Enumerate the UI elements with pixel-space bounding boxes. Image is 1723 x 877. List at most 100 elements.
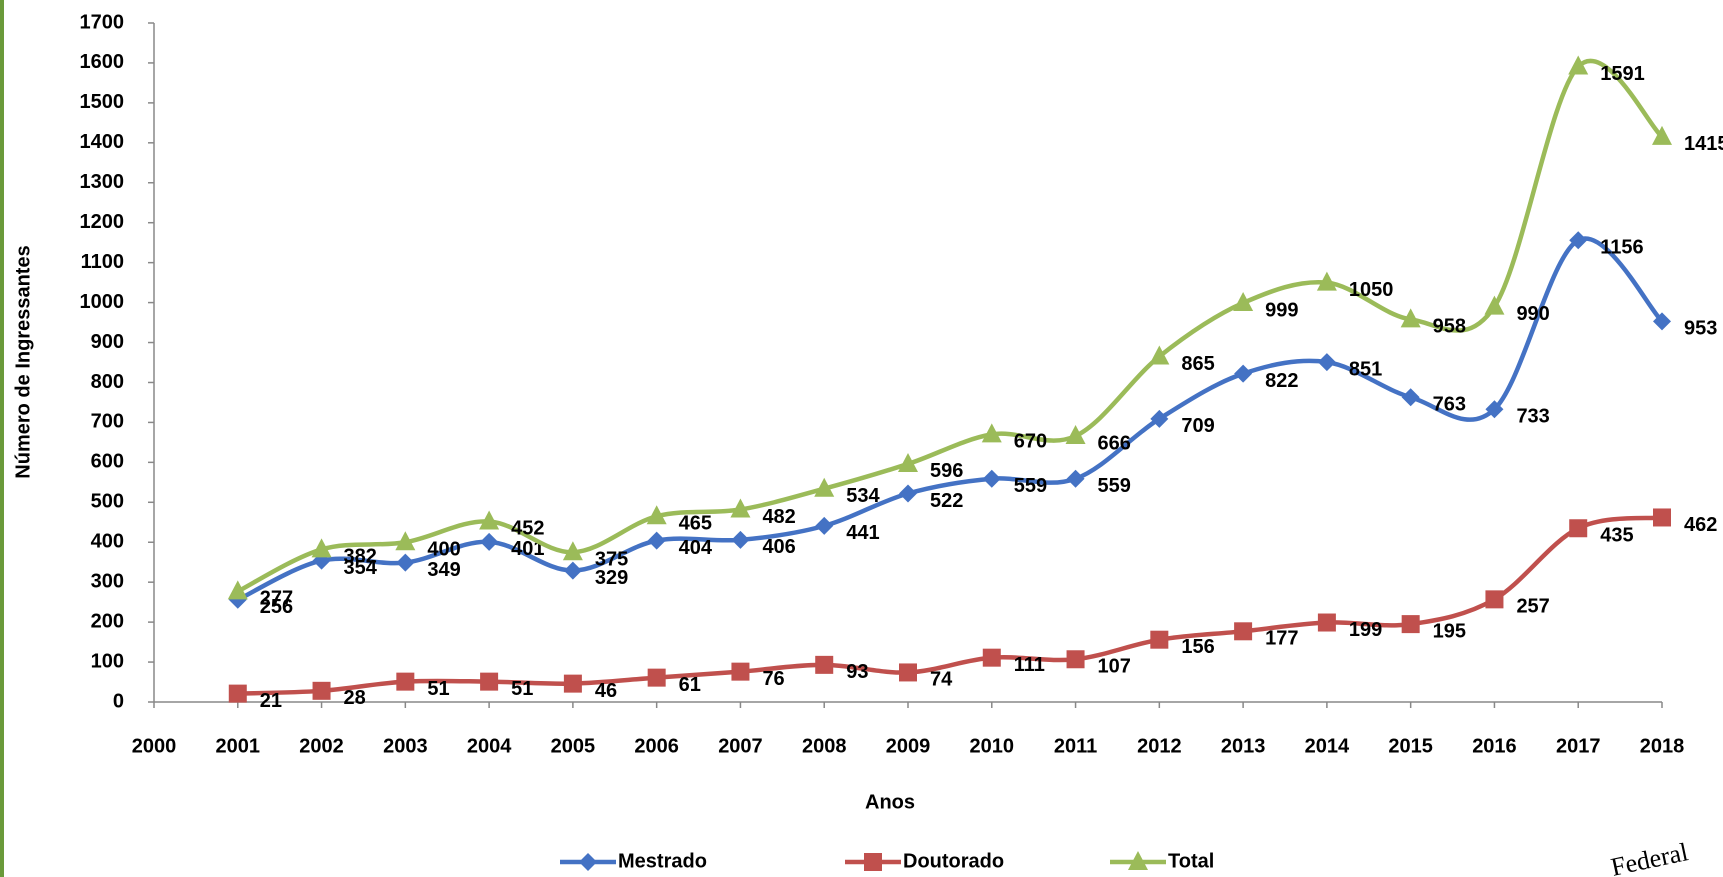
marker (646, 505, 667, 525)
data-label: 111 (1014, 654, 1045, 676)
marker (1653, 508, 1671, 527)
data-label: 733 (1516, 406, 1549, 428)
marker (1066, 469, 1085, 488)
data-label: 851 (1349, 358, 1382, 380)
y-tick-label: 1200 (80, 211, 125, 233)
data-label: 51 (511, 678, 533, 700)
marker (562, 541, 583, 561)
data-label: 709 (1181, 415, 1214, 437)
marker (1569, 231, 1588, 250)
marker (1401, 615, 1420, 634)
data-label: 666 (1098, 432, 1131, 454)
marker (814, 477, 835, 497)
data-label: 452 (511, 518, 544, 540)
left-border (0, 0, 4, 877)
data-label: 199 (1349, 619, 1382, 641)
marker (730, 498, 751, 518)
data-label: 958 (1433, 316, 1466, 338)
data-label: 482 (762, 506, 795, 528)
y-tick-label: 400 (91, 531, 124, 553)
data-label: 406 (762, 536, 795, 558)
data-label: 990 (1516, 303, 1549, 325)
x-axis-title: Anos (865, 791, 915, 813)
y-tick-label: 1500 (80, 91, 125, 113)
x-tick-label: 2018 (1640, 735, 1685, 757)
marker (1233, 291, 1254, 311)
legend-label: Doutorado (903, 850, 1004, 872)
data-label: 822 (1265, 370, 1298, 392)
data-label: 21 (260, 690, 282, 712)
marker (899, 663, 917, 682)
data-label: 763 (1433, 394, 1466, 416)
marker (1568, 55, 1589, 75)
marker (1066, 650, 1085, 669)
data-label: 375 (595, 549, 628, 571)
x-tick-label: 2003 (383, 735, 428, 757)
marker (1485, 400, 1504, 419)
marker (864, 853, 882, 871)
marker (1317, 613, 1336, 632)
x-tick-label: 2008 (802, 735, 847, 757)
marker (579, 853, 597, 871)
x-tick-label: 2004 (467, 735, 512, 757)
x-tick-label: 2000 (132, 735, 177, 757)
y-tick-label: 300 (91, 570, 124, 592)
x-tick-label: 2007 (718, 735, 763, 757)
marker (311, 538, 332, 558)
marker (647, 531, 666, 550)
x-tick-label: 2009 (886, 735, 931, 757)
marker (1653, 312, 1671, 331)
y-tick-label: 700 (91, 411, 124, 433)
marker (982, 469, 1001, 488)
marker (312, 681, 331, 700)
x-tick-label: 2011 (1054, 735, 1097, 757)
marker (1316, 271, 1337, 291)
data-label: 1591 (1600, 63, 1645, 85)
data-label: 670 (1014, 431, 1047, 453)
data-label: 865 (1181, 353, 1214, 375)
y-tick-label: 900 (91, 331, 124, 353)
data-label: 400 (427, 539, 460, 561)
data-label: 1415 (1684, 133, 1723, 155)
y-tick-label: 1000 (80, 291, 125, 313)
data-label: 107 (1098, 656, 1131, 678)
data-label: 462 (1684, 514, 1717, 536)
x-tick-label: 2017 (1556, 735, 1601, 757)
marker (1569, 519, 1588, 538)
marker (647, 668, 666, 687)
data-label: 195 (1433, 620, 1466, 642)
y-tick-label: 1100 (81, 251, 124, 273)
data-label: 1050 (1349, 279, 1394, 301)
x-tick-label: 2005 (551, 735, 596, 757)
data-label: 404 (679, 537, 713, 559)
y-axis-title: Número de Ingressantes (12, 245, 34, 478)
data-label: 465 (679, 513, 712, 535)
x-tick-label: 2015 (1388, 735, 1433, 757)
marker (1400, 308, 1421, 328)
marker (1234, 364, 1253, 383)
data-label: 999 (1265, 299, 1298, 321)
data-label: 156 (1181, 636, 1214, 658)
data-label: 177 (1265, 628, 1298, 650)
marker (480, 532, 499, 551)
y-tick-label: 1600 (80, 51, 125, 73)
y-tick-label: 500 (91, 491, 124, 513)
marker (1401, 388, 1420, 407)
marker (982, 648, 1001, 667)
data-label: 76 (762, 668, 784, 690)
watermark: Federal (1608, 837, 1690, 877)
marker (981, 423, 1002, 443)
data-label: 382 (344, 546, 377, 568)
data-label: 61 (679, 674, 701, 696)
marker (563, 674, 582, 693)
y-tick-label: 200 (91, 610, 124, 632)
legend-label: Mestrado (618, 850, 707, 872)
marker (1150, 409, 1169, 428)
marker (395, 531, 416, 551)
data-label: 401 (511, 538, 544, 560)
data-label: 46 (595, 680, 617, 702)
y-tick-label: 1400 (80, 131, 125, 153)
marker (396, 553, 415, 572)
marker (228, 684, 247, 703)
